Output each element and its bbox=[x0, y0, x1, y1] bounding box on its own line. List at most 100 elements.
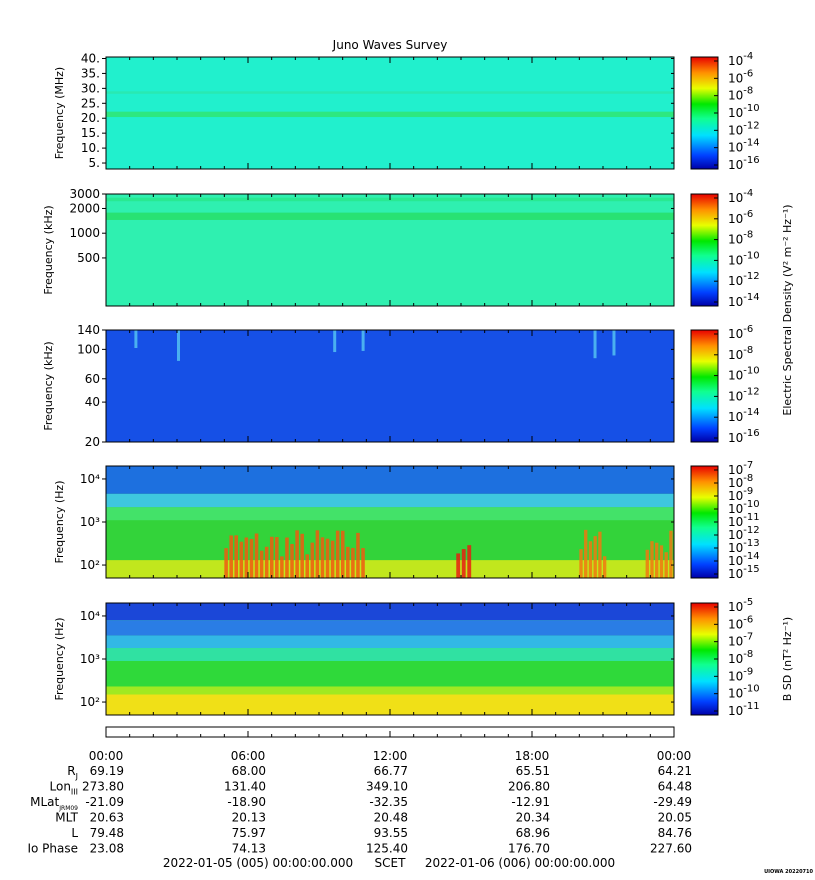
chart-title: Juno Waves Survey bbox=[332, 38, 448, 52]
colorbar-tick-label: 10-8 bbox=[728, 86, 753, 103]
time-tick-label: 00:00 bbox=[657, 749, 692, 763]
time-tick-label: 18:00 bbox=[515, 749, 550, 763]
emission-burst bbox=[325, 538, 330, 578]
spectrogram-band bbox=[106, 620, 674, 636]
emission-burst bbox=[669, 530, 673, 578]
ephemeris-value: -29.49 bbox=[653, 795, 692, 809]
y-tick-label: 35. bbox=[81, 66, 100, 80]
emission-burst bbox=[254, 533, 259, 578]
colorbar-tick-label: 10-8 bbox=[728, 649, 753, 666]
colorbar-tick-label: 10-8 bbox=[728, 345, 753, 362]
emission-burst bbox=[579, 549, 583, 578]
colorbar-tick-label: 10-12 bbox=[728, 120, 760, 137]
time-axis: 00:00 06:00 12:00 18:00 00:00 bbox=[89, 726, 692, 763]
colorbar-tick-label: 10-9 bbox=[728, 666, 753, 683]
time-tick-label: 00:00 bbox=[89, 749, 124, 763]
y-tick-label: 10³ bbox=[80, 652, 100, 666]
spectrogram-band bbox=[106, 493, 674, 508]
emission-burst bbox=[330, 540, 335, 578]
emission-burst bbox=[603, 556, 607, 578]
emission-burst bbox=[655, 542, 659, 578]
colorbar-tick-label: 10-8 bbox=[728, 230, 753, 247]
y-tick-label: 140 bbox=[77, 323, 100, 337]
emission-streak bbox=[134, 330, 138, 349]
time-end-label: 2022-01-06 (006) 00:00:00.000 bbox=[425, 856, 615, 870]
colorbar-tick-label: 10-10 bbox=[728, 103, 760, 120]
ephemeris-value: 23.08 bbox=[90, 842, 124, 856]
ephemeris-value: -12.91 bbox=[511, 795, 550, 809]
ephemeris-row-label: RJ bbox=[67, 764, 78, 781]
y-tick-label: 100 bbox=[77, 342, 100, 356]
emission-burst bbox=[315, 530, 320, 578]
emission-streak bbox=[177, 330, 180, 361]
ephemeris-value: 20.13 bbox=[232, 811, 266, 825]
y-tick-label: 10⁴ bbox=[80, 609, 100, 623]
spectrogram-panel-1: 5.10.15.20.25.30.35.40. Frequency (MHz) 10… bbox=[53, 51, 760, 172]
y-tick-label: 15. bbox=[81, 126, 100, 140]
emission-burst bbox=[335, 530, 340, 578]
colorbar-tick-label: 10-14 bbox=[728, 138, 760, 155]
y-tick-label: 40. bbox=[81, 51, 100, 65]
ephemeris-row-label: L bbox=[71, 826, 78, 840]
ephemeris-value: 20.48 bbox=[374, 811, 408, 825]
colorbar-tick-label: 10-6 bbox=[728, 324, 753, 341]
spectrogram-band bbox=[106, 111, 674, 118]
ephemeris-value: 93.55 bbox=[374, 826, 408, 840]
emission-burst bbox=[598, 531, 602, 578]
colorbar-tick-label: 10-10 bbox=[728, 366, 760, 383]
ephemeris-value: -18.90 bbox=[227, 795, 266, 809]
ephemeris-value: 68.96 bbox=[516, 826, 550, 840]
credit-label: UIOWA 20220710 bbox=[764, 869, 813, 875]
colorbar-tick-label: 10-4 bbox=[728, 188, 753, 205]
y-tick-label: 500 bbox=[77, 251, 100, 265]
ephemeris-value: 227.60 bbox=[650, 842, 692, 856]
emission-burst bbox=[224, 548, 228, 578]
emission-burst bbox=[650, 541, 654, 578]
y-tick-label: 10⁴ bbox=[80, 472, 100, 486]
ephemeris-row-label: MLatJRM09 bbox=[30, 795, 78, 812]
emission-burst bbox=[664, 552, 668, 578]
emission-burst bbox=[461, 549, 466, 578]
colorbar-tick-label: 10-10 bbox=[728, 684, 760, 701]
ephemeris-value: 64.48 bbox=[658, 780, 692, 794]
ephemeris-value: 20.05 bbox=[658, 811, 692, 825]
colorbar bbox=[690, 56, 719, 170]
emission-burst bbox=[249, 538, 254, 578]
ephemeris-value: 349.10 bbox=[366, 780, 408, 794]
y-tick-label: 10³ bbox=[80, 515, 100, 529]
colorbar bbox=[690, 193, 719, 307]
emission-burst bbox=[346, 546, 350, 578]
ephemeris-value: 20.34 bbox=[516, 811, 550, 825]
colorbar bbox=[690, 602, 719, 716]
spectrogram-background bbox=[106, 194, 674, 306]
emission-burst bbox=[456, 553, 461, 578]
emission-burst bbox=[229, 535, 233, 578]
ephemeris-value: 75.97 bbox=[232, 826, 266, 840]
emission-burst bbox=[588, 541, 593, 578]
y-tick-label: 40 bbox=[85, 395, 100, 409]
emission-burst bbox=[259, 550, 264, 578]
spectrogram-panel-3: 20 40 60 100 140 Frequency (kHz) 10-6 10-8 10-10… bbox=[42, 204, 794, 449]
emission-burst bbox=[290, 543, 294, 578]
ephemeris-value: 20.63 bbox=[90, 811, 124, 825]
ephemeris-value: 131.40 bbox=[224, 780, 266, 794]
colorbar-label: Electric Spectral Density (V² m⁻² Hz⁻¹) bbox=[781, 204, 794, 415]
ephemeris-value: 79.48 bbox=[90, 826, 124, 840]
colorbar bbox=[690, 465, 719, 579]
emission-streak bbox=[333, 330, 337, 353]
ephemeris-value: 84.76 bbox=[658, 826, 692, 840]
time-tick-label: 12:00 bbox=[373, 749, 408, 763]
emission-burst bbox=[280, 556, 284, 578]
y-tick-label: 1000 bbox=[69, 226, 100, 240]
y-axis-label: Frequency (kHz) bbox=[42, 341, 55, 430]
y-tick-label: 30. bbox=[81, 81, 100, 95]
spectrogram-band bbox=[106, 91, 674, 94]
y-tick-label: 10² bbox=[80, 558, 100, 572]
y-tick-label: 60 bbox=[85, 372, 100, 386]
colorbar-label: B SD (nT² Hz⁻¹) bbox=[781, 617, 794, 701]
colorbar-tick-label: 10-15 bbox=[728, 564, 760, 581]
emission-burst bbox=[234, 535, 239, 578]
emission-burst bbox=[361, 548, 365, 578]
y-tick-label: 3000 bbox=[69, 187, 100, 201]
